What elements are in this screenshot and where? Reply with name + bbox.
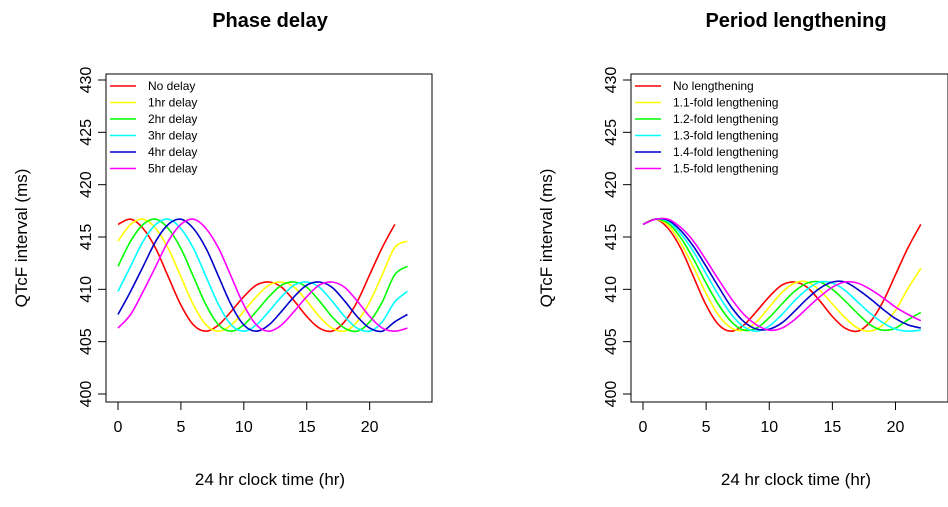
legend-label: No lengthening xyxy=(673,79,754,93)
legend-label: 4hr delay xyxy=(148,145,197,159)
x-axis: 0 5 10 15 20 xyxy=(639,401,905,436)
series-line xyxy=(642,217,922,331)
legend: No delay 1hr delay 2hr delay 3hr delay 4hr d… xyxy=(110,79,197,176)
x-tick-label: 20 xyxy=(361,419,379,436)
legend-label: 2hr delay xyxy=(148,112,197,126)
x-tick-label: 10 xyxy=(235,419,253,436)
y-tick-label: 420 xyxy=(603,171,620,198)
legend-label: 1.5-fold lengthening xyxy=(673,162,778,176)
y-tick-label: 415 xyxy=(603,224,620,251)
series-line xyxy=(117,218,408,333)
y-tick-label: 405 xyxy=(603,328,620,355)
series-line xyxy=(117,218,408,333)
y-tick-label: 425 xyxy=(78,119,95,146)
y-tick-label: 400 xyxy=(78,381,95,408)
chart-panel-period-lengthening: Period lengthening 0 5 10 15 20 400 405 410 415… xyxy=(537,10,948,489)
chart-title: Period lengthening xyxy=(705,10,886,32)
chart-title: Phase delay xyxy=(212,10,329,32)
x-axis-label: 24 hr clock time (hr) xyxy=(195,470,345,489)
series-line xyxy=(117,218,408,333)
legend-label: 1.3-fold lengthening xyxy=(673,129,778,143)
x-tick-label: 5 xyxy=(702,419,711,436)
x-tick-label: 20 xyxy=(887,419,905,436)
x-axis-label: 24 hr clock time (hr) xyxy=(721,470,871,489)
y-tick-label: 415 xyxy=(78,224,95,251)
y-axis: 400 405 410 415 420 425 430 xyxy=(78,67,107,408)
series-line xyxy=(642,218,922,333)
y-axis-label: QTcF interval (ms) xyxy=(537,169,556,308)
x-tick-label: 15 xyxy=(298,419,316,436)
legend-label: 5hr delay xyxy=(148,162,197,176)
legend-label: No delay xyxy=(148,79,195,93)
y-tick-label: 430 xyxy=(78,67,95,94)
series-lines xyxy=(642,217,922,333)
x-tick-label: 0 xyxy=(114,419,123,436)
y-tick-label: 420 xyxy=(78,171,95,198)
legend-label: 1.4-fold lengthening xyxy=(673,145,778,159)
y-tick-label: 405 xyxy=(78,328,95,355)
series-line xyxy=(642,218,922,332)
x-tick-label: 5 xyxy=(176,419,185,436)
y-tick-label: 425 xyxy=(603,119,620,146)
chart-panel-phase-delay: Phase delay 0 5 10 15 20 4004054104154204254… xyxy=(12,10,433,489)
x-tick-label: 10 xyxy=(760,419,778,436)
y-tick-label: 410 xyxy=(603,276,620,303)
series-line xyxy=(642,218,921,333)
legend-label: 1.1-fold lengthening xyxy=(673,96,778,110)
series-line xyxy=(117,218,408,333)
legend: No lengthening 1.1-fold lengthening 1.2-fo… xyxy=(635,79,778,176)
series-line xyxy=(642,217,922,332)
y-tick-label: 410 xyxy=(78,276,95,303)
y-axis: 400 405 410 415 420 425 430 xyxy=(603,67,632,408)
legend-label: 1hr delay xyxy=(148,96,197,110)
x-axis: 0 5 10 15 20 xyxy=(114,401,379,436)
y-axis-label: QTcF interval (ms) xyxy=(12,169,31,308)
y-tick-label: 430 xyxy=(603,67,620,94)
legend-label: 3hr delay xyxy=(148,129,197,143)
y-tick-label: 400 xyxy=(603,381,620,408)
legend-label: 1.2-fold lengthening xyxy=(673,112,778,126)
x-tick-label: 0 xyxy=(639,419,648,436)
x-tick-label: 15 xyxy=(823,419,841,436)
series-line xyxy=(117,218,396,333)
series-lines xyxy=(117,218,408,333)
